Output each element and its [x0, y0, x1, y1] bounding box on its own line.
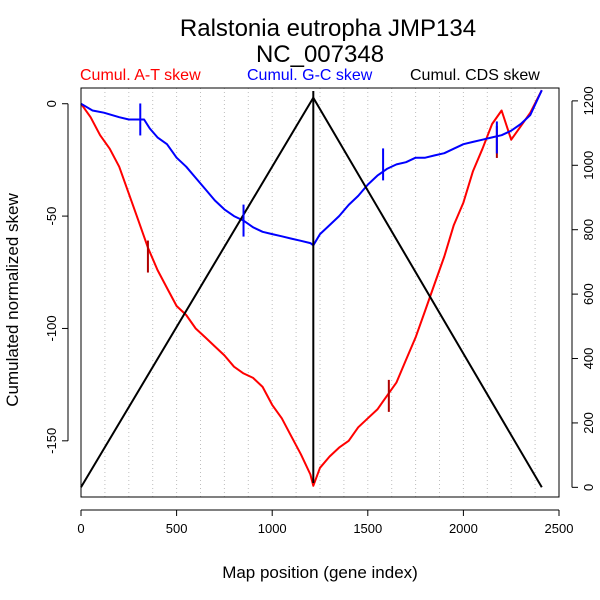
x-tick-label: 2500 — [545, 521, 574, 536]
x-tick-label: 1000 — [258, 521, 287, 536]
series-markers — [139, 91, 498, 483]
x-tick-label: 2000 — [449, 521, 478, 536]
grid-lines — [104, 88, 536, 497]
y-axis-label: Cumulated normalized skew — [3, 193, 22, 407]
y-right-tick-label: 200 — [581, 412, 596, 434]
y-right-tick-label: 1000 — [581, 151, 596, 180]
y-left-tick-label: -150 — [44, 428, 59, 454]
chart-title: Ralstonia eutropha JMP134 — [180, 15, 476, 42]
at-skew-line — [80, 89, 543, 487]
y-right-tick-label: 400 — [581, 348, 596, 370]
legend-gc-skew: Cumul. G-C skew — [247, 67, 373, 84]
axes: 0 500 1000 1500 2000 2500 0 -50 -100 -150 0 200 400 6… — [44, 86, 596, 536]
gc-skew-line — [80, 89, 543, 247]
x-tick-label: 1500 — [353, 521, 382, 536]
x-axis-label: Map position (gene index) — [222, 563, 418, 582]
legend-at-skew: Cumul. A-T skew — [80, 67, 201, 84]
cds-skew-line — [80, 96, 543, 488]
chart-subtitle: NC_007348 — [256, 41, 384, 68]
legend-cds-skew: Cumul. CDS skew — [410, 67, 540, 84]
series-lines — [80, 89, 543, 488]
y-right-tick-label: 1200 — [581, 86, 596, 115]
y-right-tick-label: 0 — [581, 484, 596, 491]
x-tick-label: 500 — [166, 521, 188, 536]
y-right-tick-label: 600 — [581, 283, 596, 305]
y-left-tick-label: 0 — [44, 100, 59, 107]
x-tick-label: 0 — [77, 521, 84, 536]
y-right-tick-label: 800 — [581, 219, 596, 241]
y-left-tick-label: -100 — [44, 315, 59, 341]
plot-frame — [80, 87, 560, 498]
y-left-tick-label: -50 — [44, 207, 59, 226]
